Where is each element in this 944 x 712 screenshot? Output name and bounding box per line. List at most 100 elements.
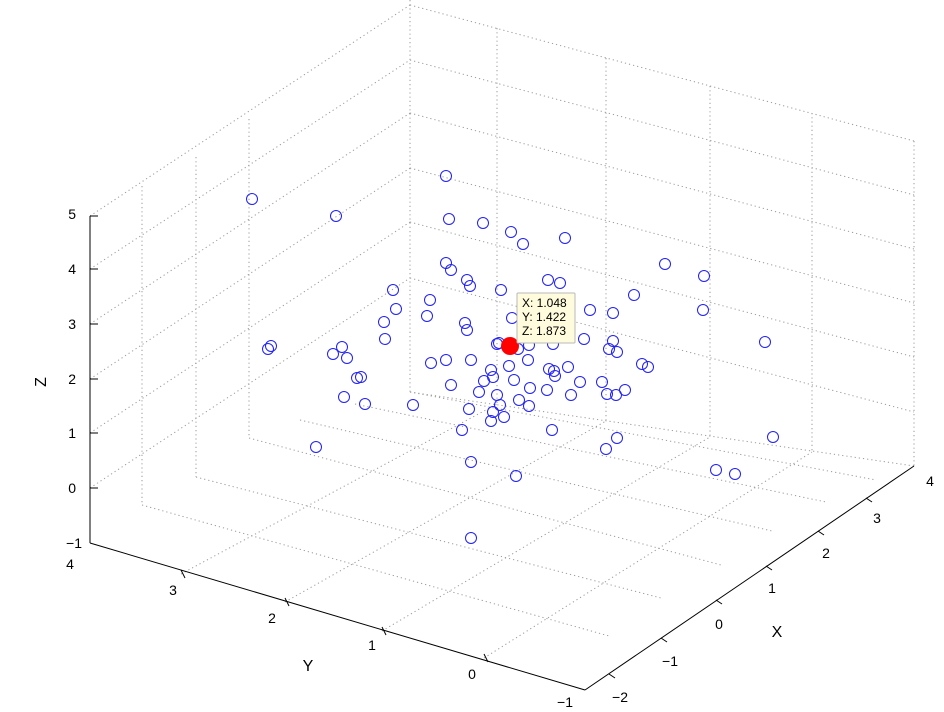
data-point[interactable] bbox=[265, 340, 277, 352]
datatip-y-value: Y: 1.422 bbox=[522, 310, 566, 324]
data-point[interactable] bbox=[445, 264, 457, 276]
y-tick-label: 3 bbox=[169, 582, 177, 598]
data-point[interactable] bbox=[465, 354, 477, 366]
data-point[interactable] bbox=[487, 406, 499, 418]
data-point[interactable] bbox=[505, 226, 517, 238]
data-point[interactable] bbox=[574, 376, 586, 388]
data-point[interactable] bbox=[513, 394, 525, 406]
data-point[interactable] bbox=[565, 389, 577, 401]
data-point[interactable] bbox=[465, 456, 477, 468]
z-tick-label: 5 bbox=[68, 206, 76, 222]
datatip-marker[interactable] bbox=[501, 337, 519, 355]
data-point[interactable] bbox=[477, 217, 489, 229]
data-point[interactable] bbox=[510, 470, 522, 482]
data-point[interactable] bbox=[478, 375, 490, 387]
data-point[interactable] bbox=[642, 361, 654, 373]
data-point[interactable] bbox=[485, 415, 497, 427]
data-point[interactable] bbox=[541, 384, 553, 396]
data-point[interactable] bbox=[628, 289, 640, 301]
data-point[interactable] bbox=[445, 379, 457, 391]
data-point[interactable] bbox=[524, 382, 536, 394]
data-point[interactable] bbox=[473, 386, 485, 398]
data-point[interactable] bbox=[440, 354, 452, 366]
data-point[interactable] bbox=[548, 365, 560, 377]
data-point[interactable] bbox=[603, 343, 615, 355]
data-point[interactable] bbox=[425, 357, 437, 369]
data-point[interactable] bbox=[463, 403, 475, 415]
data-point[interactable] bbox=[559, 232, 571, 244]
data-point[interactable] bbox=[549, 370, 561, 382]
data-point[interactable] bbox=[710, 464, 722, 476]
data-point[interactable] bbox=[619, 384, 631, 396]
data-point[interactable] bbox=[310, 441, 322, 453]
data-point[interactable] bbox=[611, 346, 623, 358]
data-point[interactable] bbox=[610, 389, 622, 401]
x-tick-label: 1 bbox=[768, 580, 776, 596]
data-point[interactable] bbox=[562, 361, 574, 373]
data-point[interactable] bbox=[584, 304, 596, 316]
data-point[interactable] bbox=[465, 532, 477, 544]
data-point[interactable] bbox=[546, 424, 558, 436]
data-point[interactable] bbox=[327, 348, 339, 360]
data-point[interactable] bbox=[578, 333, 590, 345]
data-point[interactable] bbox=[378, 316, 390, 328]
data-point[interactable] bbox=[522, 354, 534, 366]
data-point[interactable] bbox=[359, 398, 371, 410]
data-point[interactable] bbox=[697, 304, 709, 316]
y-tick-label: 2 bbox=[268, 610, 276, 626]
data-point[interactable] bbox=[523, 400, 535, 412]
data-point[interactable] bbox=[611, 432, 623, 444]
data-point[interactable] bbox=[503, 360, 515, 372]
data-point[interactable] bbox=[443, 213, 455, 225]
data-point[interactable] bbox=[659, 258, 671, 270]
data-point[interactable] bbox=[330, 210, 342, 222]
data-point[interactable] bbox=[485, 364, 497, 376]
data-point[interactable] bbox=[759, 336, 771, 348]
data-point[interactable] bbox=[607, 307, 619, 319]
data-point[interactable] bbox=[464, 280, 476, 292]
data-points bbox=[246, 170, 779, 544]
data-point[interactable] bbox=[355, 371, 367, 383]
data-point[interactable] bbox=[596, 376, 608, 388]
data-point[interactable] bbox=[554, 277, 566, 289]
data-point[interactable] bbox=[338, 391, 350, 403]
data-point[interactable] bbox=[440, 170, 452, 182]
data-point[interactable] bbox=[461, 324, 473, 336]
data-point[interactable] bbox=[246, 193, 258, 205]
data-point[interactable] bbox=[542, 274, 554, 286]
datatip[interactable]: X: 1.048 Y: 1.422 Z: 1.873 bbox=[501, 292, 576, 355]
data-point[interactable] bbox=[498, 411, 510, 423]
data-point[interactable] bbox=[387, 284, 399, 296]
y-tick-label: 0 bbox=[468, 666, 476, 682]
data-point[interactable] bbox=[698, 270, 710, 282]
data-point[interactable] bbox=[424, 294, 436, 306]
data-point[interactable] bbox=[341, 352, 353, 364]
data-point[interactable] bbox=[459, 317, 471, 329]
x-tick-labels: −2 −1 0 1 2 3 4 bbox=[612, 473, 934, 705]
data-point[interactable] bbox=[461, 274, 473, 286]
data-point[interactable] bbox=[379, 333, 391, 345]
data-point[interactable] bbox=[336, 341, 348, 353]
data-point[interactable] bbox=[636, 358, 648, 370]
data-point[interactable] bbox=[421, 310, 433, 322]
data-point[interactable] bbox=[506, 312, 518, 324]
data-point[interactable] bbox=[407, 399, 419, 411]
data-point[interactable] bbox=[262, 343, 274, 355]
data-point[interactable] bbox=[491, 389, 503, 401]
x-tick-label: 4 bbox=[926, 473, 934, 489]
data-point[interactable] bbox=[495, 284, 507, 296]
data-point[interactable] bbox=[351, 372, 363, 384]
data-point[interactable] bbox=[543, 363, 555, 375]
data-point[interactable] bbox=[767, 431, 779, 443]
data-point[interactable] bbox=[456, 424, 468, 436]
data-point[interactable] bbox=[600, 443, 612, 455]
data-point[interactable] bbox=[517, 238, 529, 250]
data-point[interactable] bbox=[607, 335, 619, 347]
data-point[interactable] bbox=[601, 388, 613, 400]
data-point[interactable] bbox=[508, 374, 520, 386]
data-point[interactable] bbox=[390, 303, 402, 315]
data-point[interactable] bbox=[494, 399, 506, 411]
x-tick-label: 3 bbox=[873, 510, 881, 526]
data-point[interactable] bbox=[729, 468, 741, 480]
